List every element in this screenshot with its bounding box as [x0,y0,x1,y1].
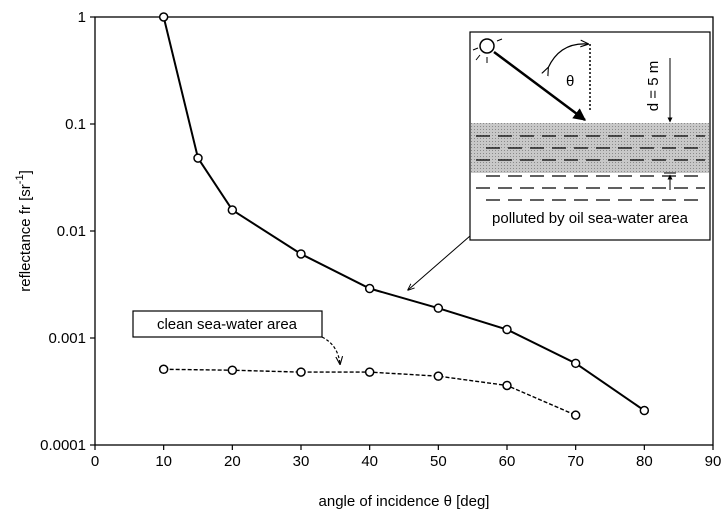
angle-arc [548,44,588,68]
x-axis-label: angle of incidence θ [deg] [319,493,490,510]
incident-ray [493,50,587,122]
marks [158,12,650,420]
x-tick-label: 40 [361,453,378,470]
data-point [227,205,238,215]
x-tick-label: 10 [155,453,172,470]
inset: θ d = 5 m polluted by oil sea-water area [469,31,711,241]
y-axis-label-suffix: ] [17,170,34,174]
depth-label: d = 5 m [645,61,662,111]
callout-box [132,310,323,338]
y-tick-label: 0.001 [48,330,86,347]
data-point [364,283,375,294]
callout-arrow [408,235,471,290]
series-label: polluted by oil sea-water area [492,210,689,227]
series-label: clean sea-water area [157,316,298,333]
data-point [502,324,512,335]
y-axis-label-text: reflectance fr [sr [17,184,34,292]
y-tick-label: 1 [78,9,86,26]
sun [479,38,495,54]
x-tick-label: 70 [567,453,584,470]
axes: 0 10 20 30 40 50 60 70 80 90 1 0.1 0.01 0.001 0.0001 [40,9,721,470]
data-point [570,410,581,420]
data-point [364,367,375,377]
x-tick-label: 50 [430,453,447,470]
x-tick-label: 90 [705,453,722,470]
data-point [570,358,581,369]
callout-arrow [321,336,340,364]
data-point [502,380,512,391]
data-point [158,364,169,375]
x-tick-label: 80 [636,453,653,470]
y-axis-label: reflectance fr [sr-1] [14,170,34,292]
data-point [296,249,306,259]
data-point [639,405,650,416]
data-point [158,12,169,22]
y-tick-label: 0.0001 [40,437,86,454]
y-tick-label: 0.1 [65,116,86,133]
x-tick-label: 20 [224,453,241,470]
x-tick-label: 30 [293,453,310,470]
sun-rays [472,38,503,63]
x-tick-label: 60 [499,453,516,470]
data-point [193,153,203,163]
data-point [296,367,306,377]
y-tick-label: 0.01 [57,223,86,240]
x-tick-label: 0 [91,453,99,470]
y-axis-label-sup: -1 [14,174,26,184]
data-point [433,371,444,381]
data-point [433,303,444,313]
angle-label: θ [566,73,574,90]
data-point [227,365,238,375]
